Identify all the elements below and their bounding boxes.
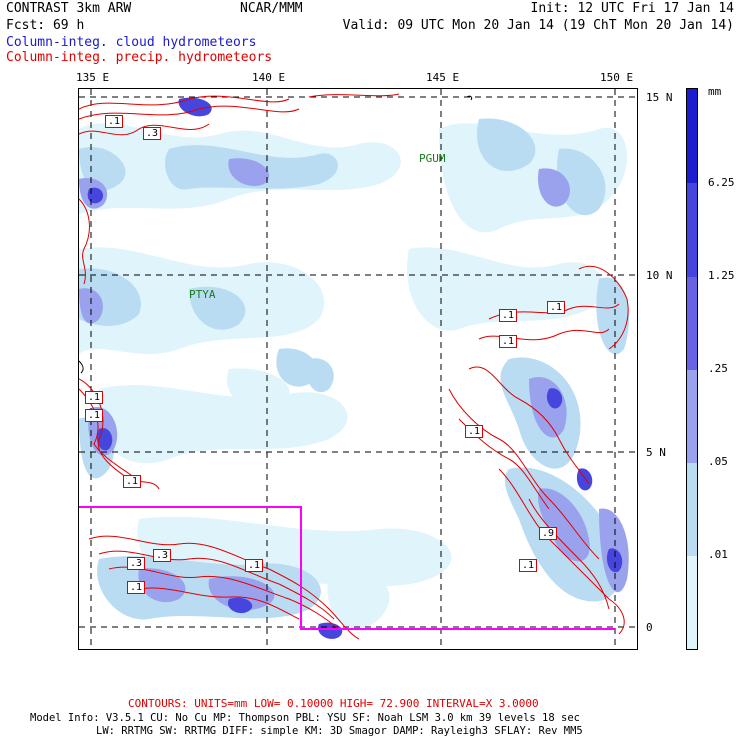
contour-info: CONTOURS: UNITS=mm LOW= 0.10000 HIGH= 72… [128,697,539,710]
contour-label: .1 [127,581,146,594]
colorbar-swatch-1 [687,556,697,649]
lat-lon-grid [79,89,637,649]
lon-label-145: 145 E [426,71,460,84]
contour-label: .1 [499,335,518,348]
coastline [79,95,473,374]
colorbar-swatch-3 [687,370,697,463]
colorbar-swatch-6 [687,89,697,183]
contour-label: .3 [127,557,146,570]
lat-label-5n: 5 N [646,446,666,459]
forecast-hour: Fcst: 69 h [6,18,85,33]
contour-label: .1 [465,425,484,438]
contour-label: .1 [499,309,518,322]
legend-cloud: Column-integ. cloud hydrometeors [6,35,257,50]
map-panel: PGUM PTYA .1 .3 .1 .1 .3 .1 .1 .1 .1 .1 .1 .3 .1 .9 .1 [78,88,638,650]
contour-label: .1 [85,391,104,404]
colorbar-label-6-25: 6.25 [708,176,735,189]
legend-precip: Column-integ. precip. hydrometeors [6,50,273,65]
colorbar-unit: mm [708,85,722,98]
subdomain-box [79,506,615,630]
contour-label: .1 [519,559,538,572]
contour-label: .3 [153,549,172,562]
lat-label-10n: 10 N [646,269,673,282]
contour-label: .1 [245,559,264,572]
center-label: NCAR/MMM [240,1,303,16]
colorbar-label-1-25: 1.25 [708,269,735,282]
contour-label: .3 [143,127,162,140]
colorbar-swatch-2 [687,463,697,556]
colorbar-swatch-5 [687,183,697,277]
station-ptya: PTYA [189,288,216,301]
init-time: Init: 12 UTC Fri 17 Jan 14 [530,1,735,16]
model-info-line1: Model Info: V3.5.1 CU: No Cu MP: Thompso… [30,712,580,724]
station-pgum: PGUM [419,152,446,165]
colorbar-label-0-01: .01 [708,548,728,561]
lon-label-150: 150 E [600,71,634,84]
lat-label-0: 0 [646,621,653,634]
contour-label: .9 [539,527,558,540]
contour-label: .1 [547,301,566,314]
colorbar-label-0-25: .25 [708,362,728,375]
lon-label-140: 140 E [252,71,286,84]
lat-label-15n: 15 N [646,91,673,104]
model-title: CONTRAST 3km ARW [6,1,132,16]
colorbar-label-0-05: .05 [708,455,728,468]
colorbar-swatch-4 [687,277,697,370]
map-canvas [79,89,637,649]
valid-time: Valid: 09 UTC Mon 20 Jan 14 (19 ChT Mon … [342,18,734,33]
precip-contours [79,93,629,640]
contour-label: .1 [105,115,124,128]
contour-label: .1 [123,475,142,488]
colorbar [686,88,698,650]
model-info-line2: LW: RRTMG SW: RRTMG DIFF: simple KM: 3D … [96,725,583,737]
lon-label-135: 135 E [76,71,110,84]
contour-label: .1 [85,409,104,422]
